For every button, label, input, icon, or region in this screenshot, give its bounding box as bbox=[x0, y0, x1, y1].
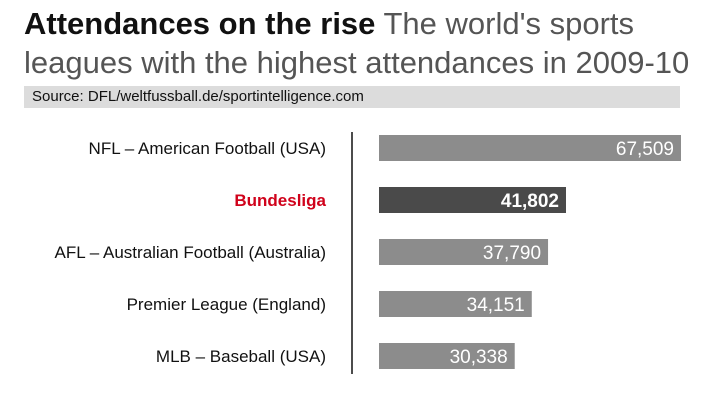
bar bbox=[379, 291, 532, 317]
category-label: AFL – Australian Football (Australia) bbox=[55, 243, 327, 262]
category-label: NFL – American Football (USA) bbox=[89, 139, 326, 158]
category-label: MLB – Baseball (USA) bbox=[156, 347, 326, 366]
bar bbox=[379, 187, 567, 213]
value-label: 34,151 bbox=[467, 295, 525, 316]
category-label: Premier League (England) bbox=[127, 295, 326, 314]
bar bbox=[379, 343, 515, 369]
value-label: 67,509 bbox=[616, 139, 674, 160]
chart-subtitle-part1: The world's sports bbox=[383, 6, 635, 41]
chart-title: Attendances on the rise bbox=[24, 6, 376, 41]
bar-chart: NFL – American Football (USA) 67,509 Bunde… bbox=[0, 120, 727, 419]
category-label: Bundesliga bbox=[234, 191, 326, 210]
bar bbox=[379, 239, 549, 265]
chart-subtitle-part2: leagues with the highest attendances in … bbox=[24, 45, 690, 80]
chart-svg: NFL – American Football (USA) 67,509 Bunde… bbox=[55, 132, 681, 374]
value-label: 41,802 bbox=[501, 191, 559, 212]
title-block: Attendances on the rise The world's spor… bbox=[24, 4, 690, 82]
source-text: Source: DFL/weltfussball.de/sportintelli… bbox=[32, 88, 364, 105]
value-label: 37,790 bbox=[483, 243, 541, 264]
source-bar: Source: DFL/weltfussball.de/sportintelli… bbox=[24, 86, 680, 108]
bar bbox=[379, 135, 681, 161]
value-label: 30,338 bbox=[450, 347, 508, 368]
title-line-1: Attendances on the rise The world's spor… bbox=[24, 4, 684, 43]
